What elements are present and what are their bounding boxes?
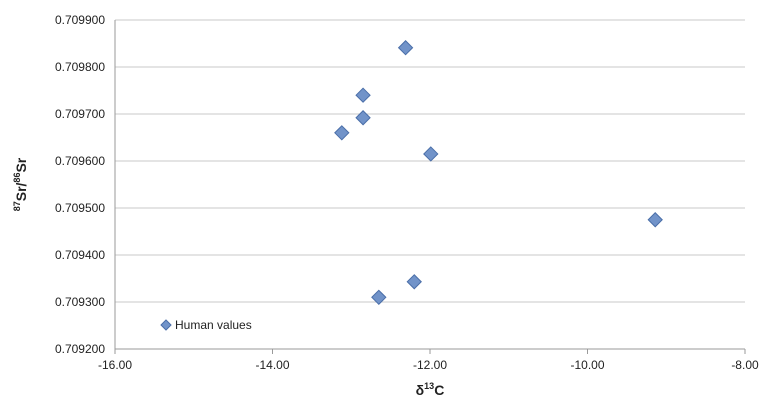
y-axis-title-sup1: 87 [12,201,22,211]
y-tick-labels: 0.709200 0.709300 0.709400 0.709500 0.709600… [55,13,105,356]
y-tick-label: 0.709700 [55,107,105,121]
x-tick-label: -8.00 [731,358,759,372]
gridlines [115,19,745,303]
axes [114,20,745,350]
y-axis-title-sup2: 86 [12,173,22,183]
x-tick-label: -16.00 [98,358,132,372]
x-tick-label: -10.00 [570,358,604,372]
y-tick-label: 0.709800 [55,60,105,74]
y-tick-label: 0.709400 [55,248,105,262]
y-tick-label: 0.709200 [55,342,105,356]
x-tick-label: -12.00 [413,358,447,372]
data-point [371,289,387,306]
data-point [423,146,439,162]
data-point [406,274,422,290]
legend-label: Human values [175,318,252,332]
x-tick-label: -14.00 [255,358,289,372]
x-axis-title-rest: C [434,382,444,398]
data-point [397,40,414,56]
legend-diamond-marker [160,319,172,331]
y-axis-title: 87Sr/86Sr [12,157,29,211]
legend: Human values [160,318,252,332]
data-points [334,40,663,306]
y-axis-title-base1: Sr/ [13,182,29,201]
y-tick-label: 0.709600 [55,154,105,168]
x-axis-title-base: δ [416,382,425,398]
y-axis-title-base2: Sr [13,157,29,172]
y-tick-label: 0.709900 [55,13,105,27]
y-tick-label: 0.709500 [55,201,105,215]
data-point [334,125,350,141]
x-tick-labels: -16.00 -14.00 -12.00 -10.00 -8.00 [98,349,759,372]
x-axis-title-sup: 13 [424,381,434,391]
data-point [647,212,663,228]
data-point [355,110,371,126]
y-tick-label: 0.709300 [55,295,105,309]
data-point [355,87,371,103]
x-axis-title: δ13C [416,381,445,398]
